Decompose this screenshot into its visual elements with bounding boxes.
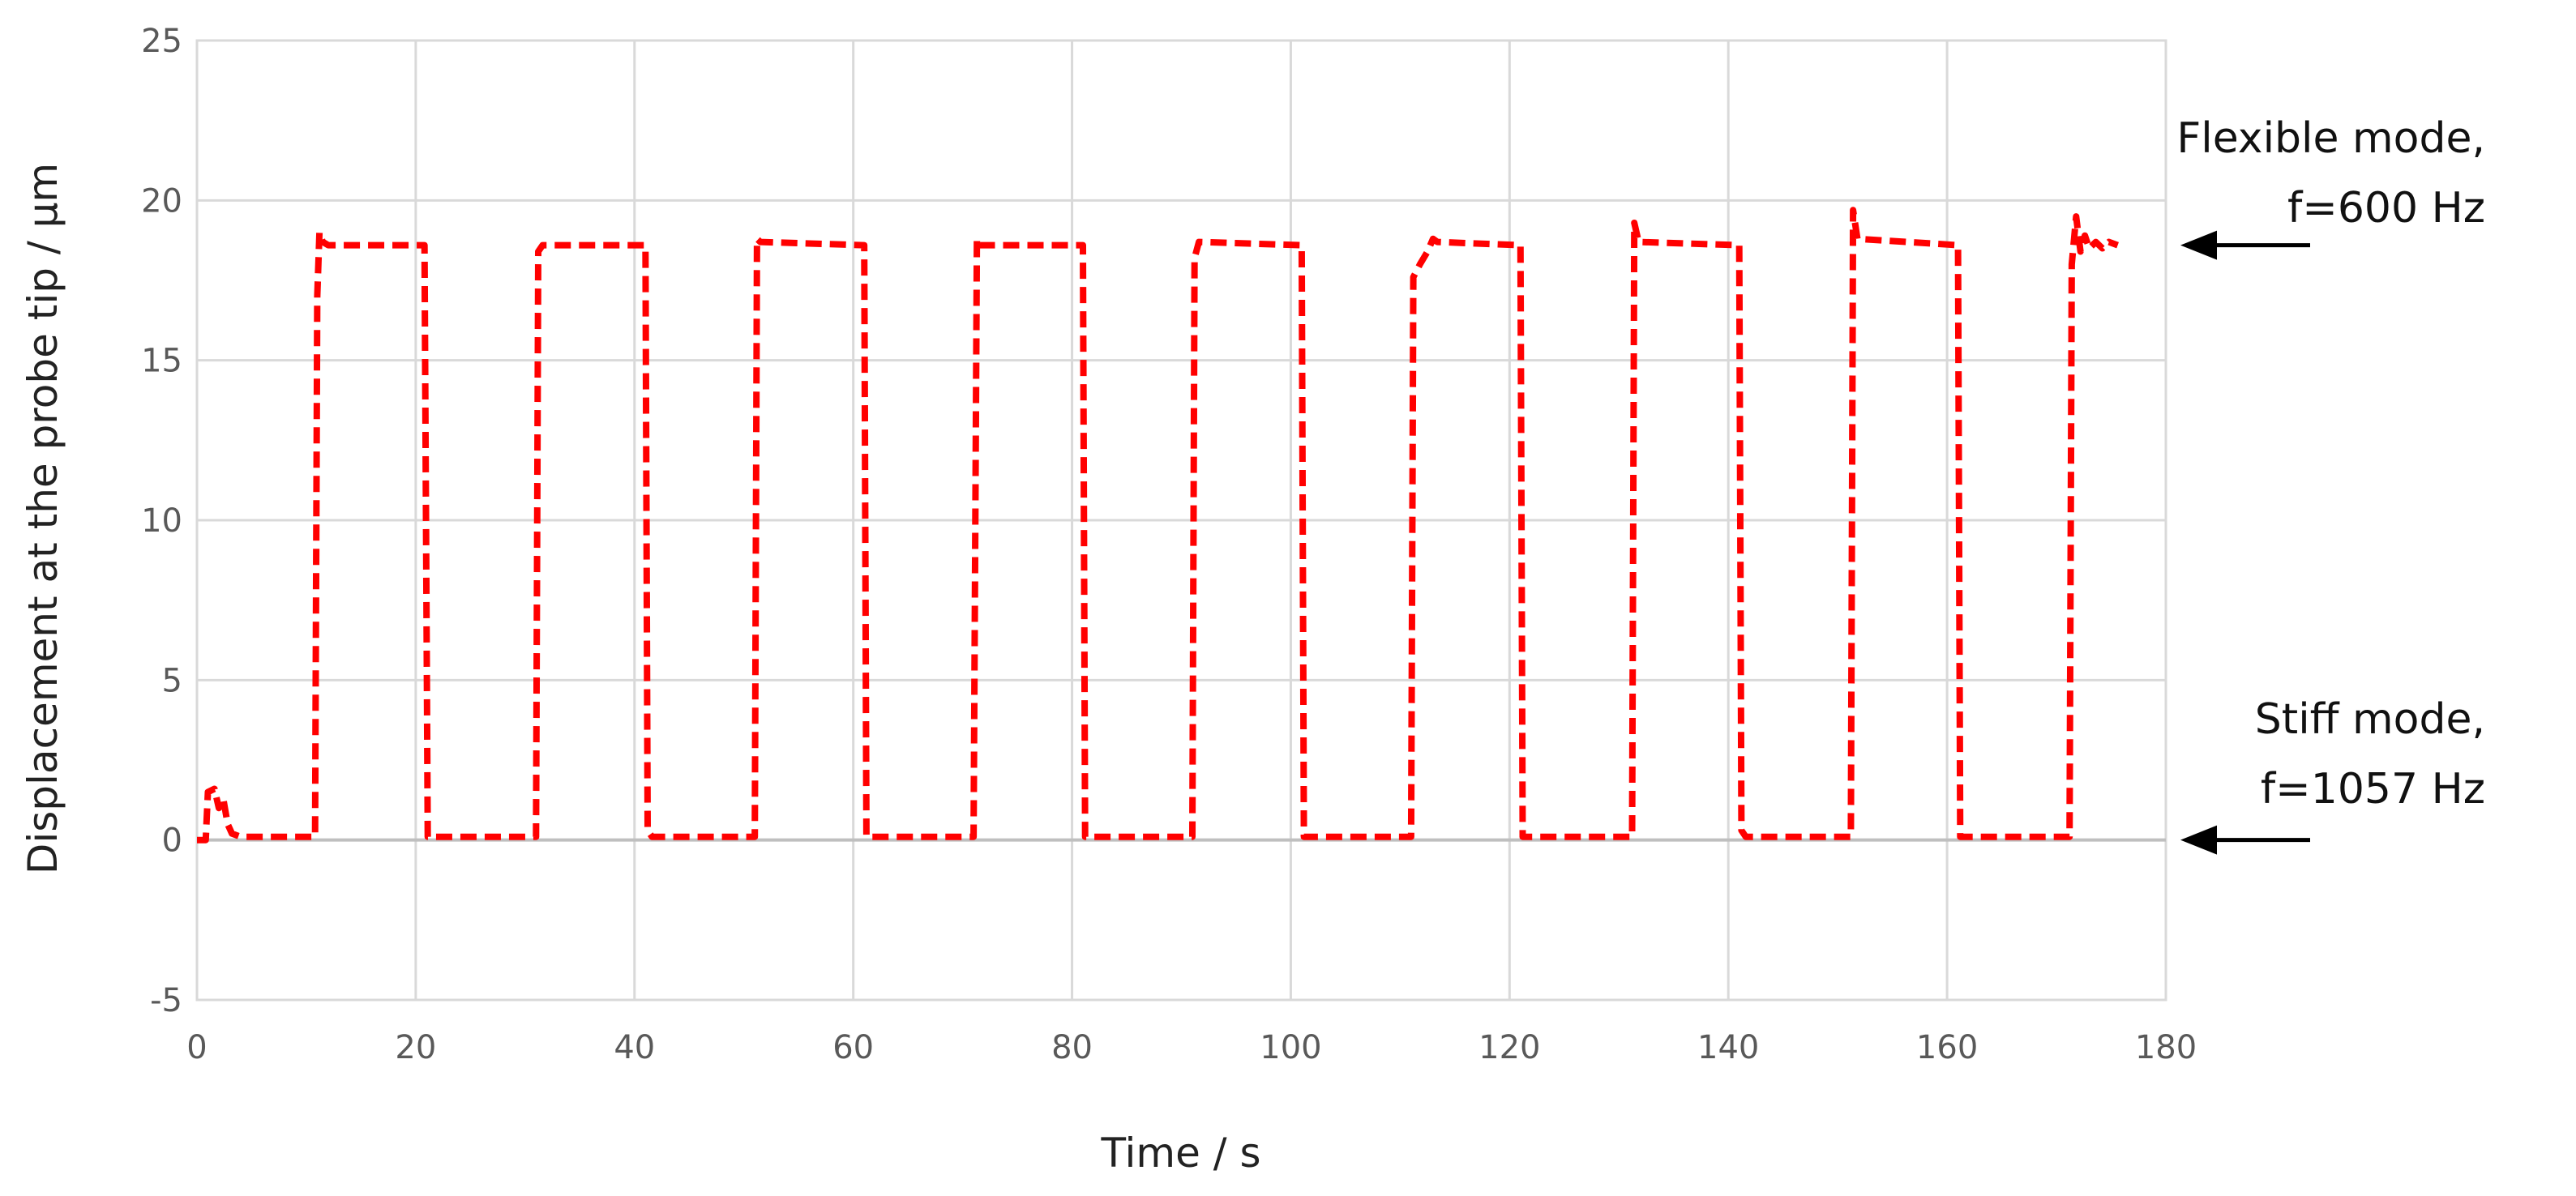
x-tick-label: 60: [832, 1029, 874, 1066]
y-tick-label: 25: [141, 23, 182, 60]
y-tick-label: 5: [162, 662, 182, 699]
y-tick-label: 15: [141, 343, 182, 380]
x-tick-label: 0: [186, 1029, 207, 1066]
y-tick-label: 0: [162, 822, 182, 860]
annotation-text-line: f=1057 Hz: [2261, 765, 2485, 814]
y-tick-label: 20: [141, 182, 182, 220]
x-tick-label: 80: [1051, 1029, 1093, 1066]
series-line-0: [197, 207, 2119, 844]
annotations: Flexible mode, f=600 Hz Stiff mode, f=1057 …: [2176, 114, 2485, 855]
arrow-left-icon: [2180, 825, 2310, 855]
x-tick-label: 140: [1697, 1029, 1759, 1066]
annotation-text-line: Stiff mode,: [2255, 695, 2485, 744]
gridlines: [195, 39, 2167, 1002]
annotation-text-line: f=600 Hz: [2287, 184, 2485, 233]
y-tick-label: -5: [150, 982, 182, 1019]
x-tick-label: 40: [614, 1029, 655, 1066]
x-tick-label: 100: [1260, 1029, 1321, 1066]
y-axis-title: Displacement at the probe tip / µm: [19, 163, 66, 874]
arrow-left-icon: [2180, 230, 2310, 260]
y-tick-label: 10: [141, 502, 182, 540]
x-axis-title: Time / s: [1100, 1130, 1260, 1177]
x-tick-label: 120: [1478, 1029, 1540, 1066]
flexible-mode-annotation: Flexible mode, f=600 Hz: [2176, 114, 2485, 260]
annotation-text-line: Flexible mode,: [2176, 114, 2485, 163]
x-tick-label: 160: [1916, 1029, 1978, 1066]
x-tick-label: 20: [395, 1029, 436, 1066]
stiff-mode-annotation: Stiff mode, f=1057 Hz: [2180, 695, 2485, 855]
series-layer: [197, 207, 2119, 844]
x-tick-label: 180: [2135, 1029, 2197, 1066]
